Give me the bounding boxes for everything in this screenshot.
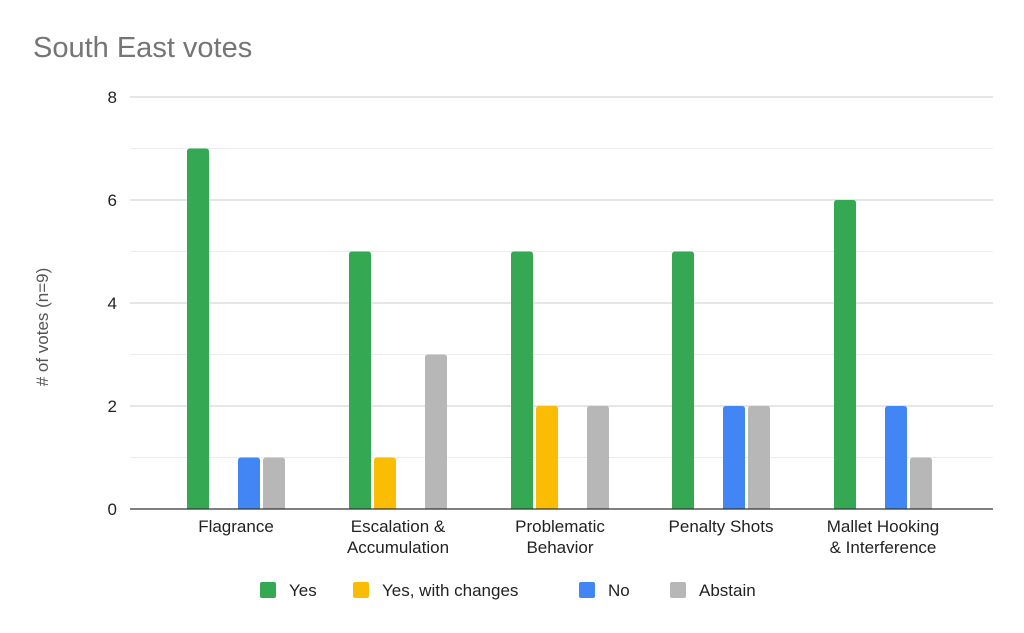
- bar-yes: [349, 251, 371, 509]
- bar-no: [238, 457, 260, 509]
- legend-label: Abstain: [699, 581, 756, 600]
- chart-title: South East votes: [33, 32, 252, 64]
- bar-no: [885, 406, 907, 509]
- bar-abstain: [910, 457, 932, 509]
- legend-swatch: [670, 582, 686, 598]
- x-axis-categories: Flagrance Escalation & Accumulation Problem…: [198, 517, 939, 557]
- legend-swatch: [353, 582, 369, 598]
- x-category-label: Penalty Shots: [669, 517, 774, 536]
- legend-item: Yes, with changes: [353, 581, 518, 600]
- legend-item: No: [579, 581, 630, 600]
- x-category-label: Problematic Behavior: [515, 517, 605, 557]
- bar-yes-with-changes: [536, 406, 558, 509]
- y-tick-label: 0: [108, 500, 117, 519]
- x-category-label: Escalation & Accumulation: [347, 517, 449, 557]
- legend-swatch: [579, 582, 595, 598]
- bar-yes: [187, 148, 209, 509]
- legend-label: Yes, with changes: [382, 581, 518, 600]
- y-tick-label: 4: [108, 294, 117, 313]
- bar-yes: [511, 251, 533, 509]
- x-category-label: Flagrance: [198, 517, 274, 536]
- bars: [187, 148, 932, 509]
- bar-yes-with-changes: [374, 457, 396, 509]
- bar-abstain: [587, 406, 609, 509]
- bar-yes: [672, 251, 694, 509]
- y-tick-label: 2: [108, 397, 117, 416]
- legend-item: Yes: [260, 581, 317, 600]
- legend-label: No: [608, 581, 630, 600]
- bar-abstain: [425, 354, 447, 509]
- bar-no: [723, 406, 745, 509]
- x-category-label: Mallet Hooking & Interference: [827, 517, 939, 557]
- bar-abstain: [748, 406, 770, 509]
- y-tick-label: 6: [108, 191, 117, 210]
- legend-item: Abstain: [670, 581, 756, 600]
- y-tick-label: 8: [108, 88, 117, 107]
- legend-swatch: [260, 582, 276, 598]
- legend: Yes Yes, with changes No Abstain: [260, 581, 756, 600]
- gridlines: [130, 96, 993, 458]
- y-axis-title: # of votes (n=9): [33, 268, 52, 387]
- bar-abstain: [263, 457, 285, 509]
- bar-yes: [834, 200, 856, 509]
- legend-label: Yes: [289, 581, 317, 600]
- y-axis-ticks: 0 2 4 6 8: [108, 88, 117, 519]
